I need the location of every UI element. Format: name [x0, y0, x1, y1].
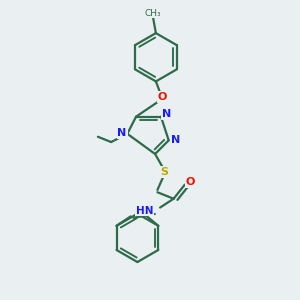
Text: N: N — [117, 128, 127, 138]
Text: HN: HN — [136, 206, 153, 215]
Text: S: S — [160, 167, 168, 177]
Text: CH₃: CH₃ — [145, 9, 161, 18]
Text: N: N — [162, 109, 171, 119]
Text: O: O — [185, 177, 195, 187]
Text: O: O — [158, 92, 167, 102]
Text: N: N — [170, 135, 180, 146]
